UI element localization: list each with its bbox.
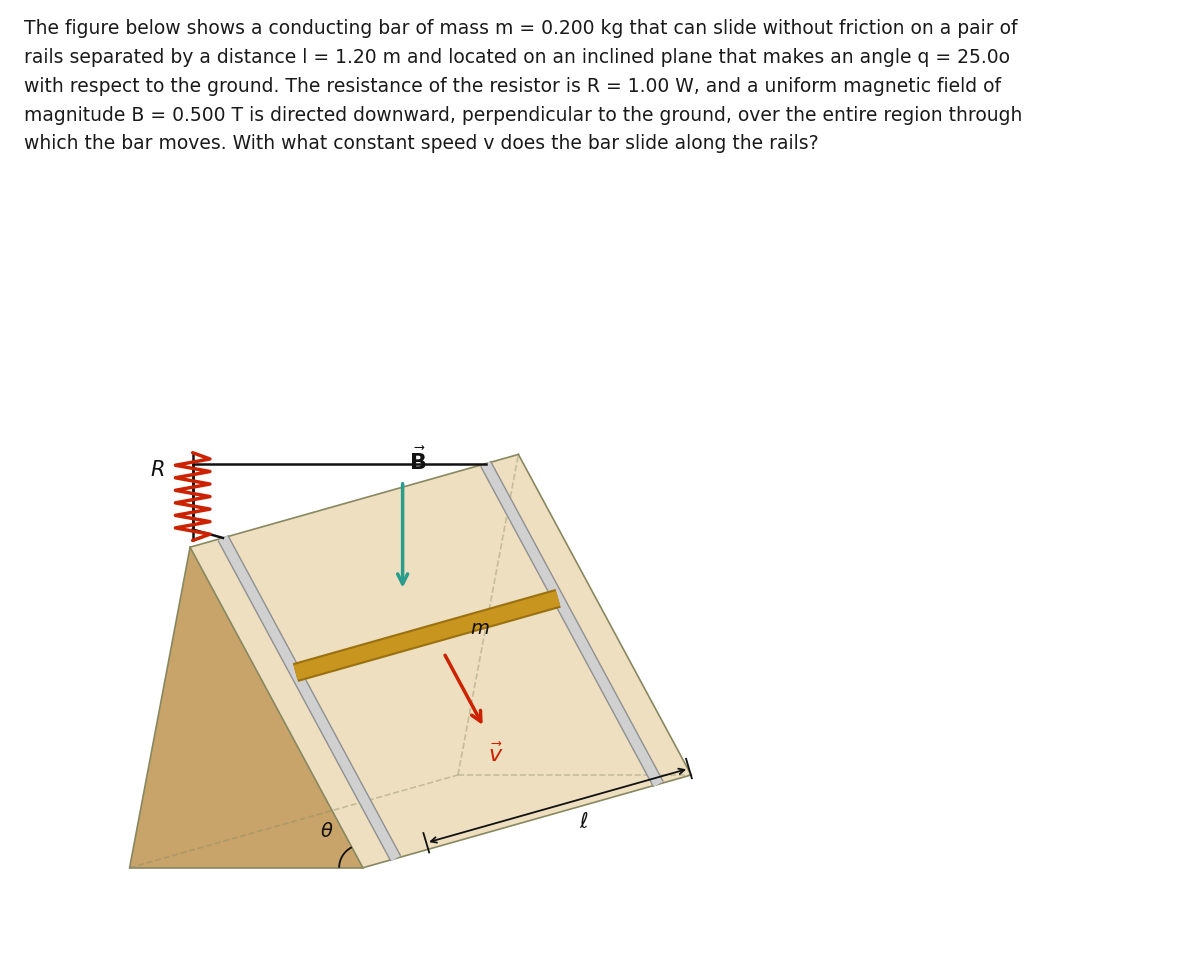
Text: $\theta$: $\theta$ bbox=[320, 822, 334, 841]
Text: $\vec{v}$: $\vec{v}$ bbox=[488, 742, 504, 766]
Text: The figure below shows a conducting bar of mass m = 0.200 kg that can slide with: The figure below shows a conducting bar … bbox=[24, 19, 1022, 153]
Text: $\ell$: $\ell$ bbox=[580, 812, 589, 832]
Polygon shape bbox=[130, 547, 362, 868]
Text: R: R bbox=[150, 460, 166, 481]
Text: m: m bbox=[470, 619, 490, 639]
Polygon shape bbox=[130, 775, 691, 868]
Polygon shape bbox=[190, 454, 691, 868]
Text: $\vec{\mathbf{B}}$: $\vec{\mathbf{B}}$ bbox=[409, 447, 426, 474]
